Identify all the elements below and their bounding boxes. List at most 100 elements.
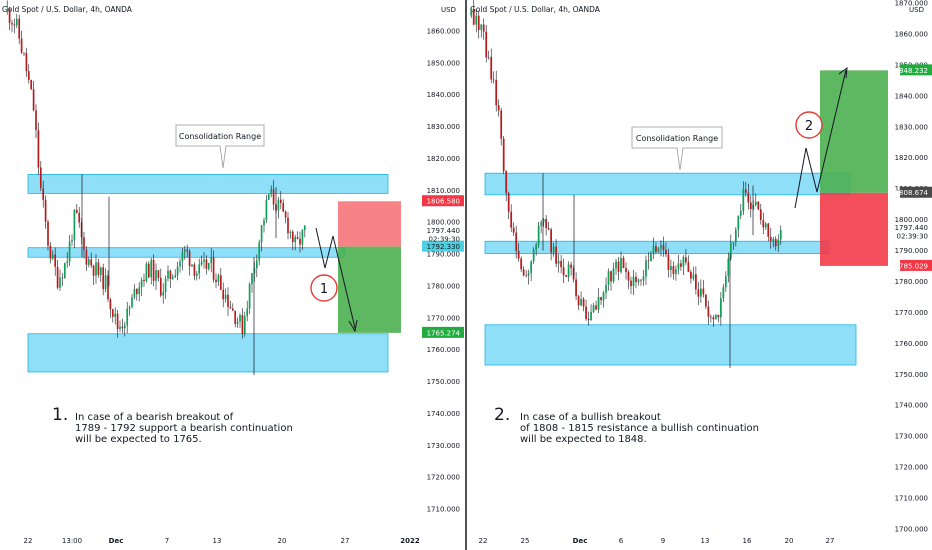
stop-loss-box [338,201,401,247]
panel-2: 1700.000 1710.000 1720.000 1730.000 1740.000… [470,0,932,545]
candle-body [667,254,670,270]
arrow-head-icon [348,319,358,333]
candle [200,255,203,267]
candle-body [248,284,251,309]
price-tag [900,259,932,271]
x-tick-label: 7 [165,537,169,545]
candle [769,228,772,249]
candle [241,307,244,339]
candle-body [714,314,717,320]
candle [575,272,577,301]
candle [585,299,587,321]
candle [545,215,548,236]
candle [729,234,732,261]
candle [303,225,306,238]
candle [291,229,294,251]
y-tick-label: 1850.000 [427,59,460,67]
candle-body [585,306,587,319]
candle-body [27,71,30,80]
candle [258,239,261,266]
candle-body [762,220,765,228]
y-tick-label: 1770.000 [427,314,460,322]
candle [23,52,25,56]
candle-body [570,264,572,268]
x-tick-label: 13 [701,537,710,545]
candle-body [183,249,186,253]
support-zone [484,324,857,366]
candle-body [545,218,548,229]
candle-body [25,52,28,72]
candle [287,212,289,240]
candle [32,81,35,112]
candle-body [542,218,545,223]
candle [210,247,213,273]
candle-body [133,288,136,298]
chart-title: Gold Spot / U.S. Dollar, 4h, OANDA [2,5,133,14]
candle-body [294,237,297,243]
candle-body [162,291,165,296]
scenario-number: 1 [320,282,328,297]
candle [707,300,710,325]
candle [515,225,518,259]
x-tick-label: Dec [109,537,124,545]
price-tag-label: 1785.029 [895,262,928,270]
candle-body [587,318,590,321]
candle-body [615,261,617,269]
x-tick-label: 22 [24,537,33,545]
candle-body [191,264,193,267]
candle-body [255,260,258,269]
candle-body [210,257,213,264]
candle-body [68,241,71,262]
candle [535,242,538,256]
candle-body [472,8,475,25]
candle-body [675,269,677,274]
candle-body [779,229,782,240]
candle-body [567,264,570,277]
candle [195,270,198,281]
candle-body [635,276,637,283]
candle-body [80,222,83,238]
candle-body [303,225,306,231]
candle-body [572,267,575,280]
candle-body [500,110,503,139]
candle [246,300,249,322]
candle [27,64,30,84]
y-tick-label: 1760.000 [427,346,460,354]
candle-body [75,209,78,213]
y-tick-label: 1730.000 [895,433,928,441]
candle [704,294,707,309]
candle [677,254,680,275]
y-tick-label: 1780.000 [427,282,460,290]
note-line: of 1808 - 1815 resistance a bullish cont… [520,423,759,434]
candle-body [695,274,697,290]
candle-body [186,249,189,252]
candle-body [104,275,107,290]
candle-body [680,263,682,267]
candle-body [690,271,692,279]
currency-label: USD [441,6,456,14]
candle [527,269,530,285]
candle [600,296,602,305]
candle [97,258,100,278]
candle-body [630,280,632,287]
candle-body [515,232,518,251]
candle [712,315,715,328]
y-tick-label: 1770.000 [895,309,928,317]
candle [737,215,740,238]
candle [294,234,297,251]
candle [762,212,765,235]
candle-body [15,18,18,26]
candle [299,231,301,253]
candle [500,108,503,146]
candle-body [527,273,530,276]
candle-body [97,262,100,275]
candle [562,258,565,284]
candle-body [140,279,143,288]
candle [87,256,90,268]
candle-body [147,263,150,278]
candle [8,6,11,31]
candle-body [263,220,265,226]
candle [632,269,635,295]
candle [492,71,495,84]
